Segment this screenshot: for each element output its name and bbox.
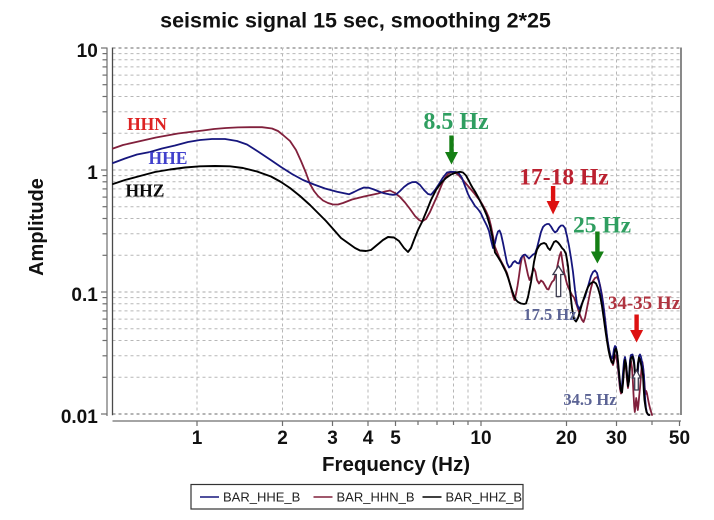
svg-text:HHE: HHE (149, 148, 188, 168)
svg-text:25 Hz: 25 Hz (573, 213, 631, 239)
svg-text:0.1: 0.1 (71, 285, 98, 306)
svg-text:1: 1 (87, 163, 98, 184)
svg-text:seismic signal 15 sec, smoothi: seismic signal 15 sec, smoothing 2*25 (160, 8, 551, 32)
svg-text:3: 3 (327, 428, 338, 449)
svg-text:4: 4 (363, 428, 374, 449)
svg-text:8.5 Hz: 8.5 Hz (423, 109, 489, 135)
svg-text:34.5 Hz: 34.5 Hz (563, 390, 616, 409)
svg-text:BAR_HHE_B: BAR_HHE_B (223, 490, 300, 505)
svg-text:HHZ: HHZ (126, 181, 165, 201)
svg-text:17.5 Hz: 17.5 Hz (523, 305, 576, 324)
svg-text:34-35 Hz: 34-35 Hz (608, 293, 681, 314)
svg-text:17-18 Hz: 17-18 Hz (519, 165, 608, 191)
svg-text:10: 10 (77, 41, 98, 62)
svg-text:50: 50 (669, 428, 690, 449)
svg-text:20: 20 (556, 428, 577, 449)
svg-text:0.01: 0.01 (61, 407, 98, 428)
svg-text:2: 2 (277, 428, 288, 449)
svg-text:10: 10 (470, 428, 491, 449)
svg-text:30: 30 (606, 428, 627, 449)
svg-text:BAR_HHZ_B: BAR_HHZ_B (446, 490, 523, 505)
svg-text:Amplitude: Amplitude (26, 178, 48, 276)
svg-text:BAR_HHN_B: BAR_HHN_B (337, 490, 415, 505)
svg-text:5: 5 (390, 428, 401, 449)
svg-text:1: 1 (192, 428, 203, 449)
svg-text:HHN: HHN (127, 114, 167, 134)
svg-text:Frequency (Hz): Frequency (Hz) (322, 453, 470, 476)
